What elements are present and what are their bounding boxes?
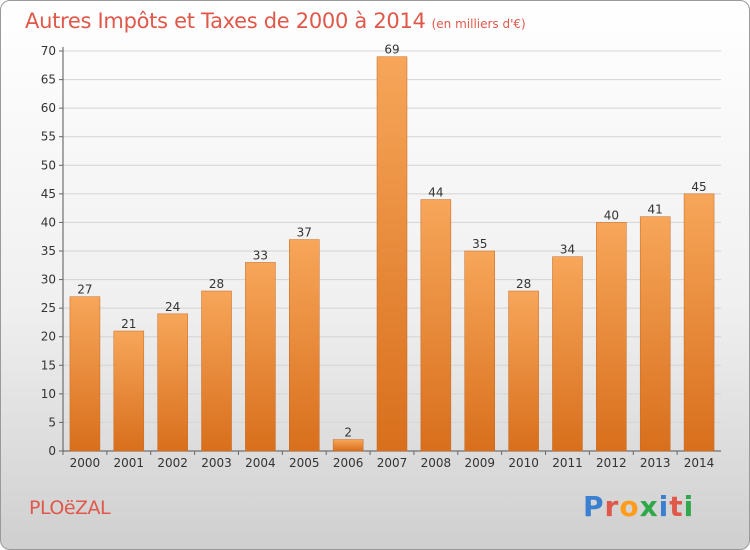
logo-letter: x	[639, 490, 659, 523]
y-tick-label: 15	[41, 358, 56, 372]
proxiti-logo[interactable]: Proxiti	[583, 490, 694, 523]
x-tick-label: 2011	[552, 456, 583, 470]
logo-letter: t	[669, 490, 684, 523]
y-tick-label: 55	[41, 130, 56, 144]
bar-2008[interactable]	[420, 199, 452, 452]
data-label: 28	[516, 277, 531, 291]
data-label: 28	[209, 277, 224, 291]
y-tick-label: 50	[41, 158, 56, 172]
x-tick-label: 2013	[640, 456, 671, 470]
data-label: 27	[77, 283, 92, 297]
data-label: 35	[472, 237, 487, 251]
x-tick-label: 2008	[421, 456, 452, 470]
y-tick-label: 35	[41, 244, 56, 258]
bar-2006[interactable]	[332, 439, 364, 452]
x-tick-label: 2003	[201, 456, 232, 470]
y-tick-label: 40	[41, 215, 56, 229]
bar-2001[interactable]	[113, 330, 145, 452]
x-tick-label: 2010	[508, 456, 539, 470]
data-label: 44	[428, 186, 443, 200]
data-labels: 27 21 24 28 33 37 2 69 44 35 28 34 40 41 45	[77, 43, 706, 440]
x-tick-label: 2012	[596, 456, 627, 470]
y-tick-label: 30	[41, 273, 56, 287]
y-tick-label: 10	[41, 387, 56, 401]
logo-letter: P	[583, 490, 605, 523]
y-tick-label: 60	[41, 101, 56, 115]
bar-2013[interactable]	[639, 216, 671, 452]
y-tick-label: 20	[41, 330, 56, 344]
y-tick-label: 65	[41, 73, 56, 87]
bar-2012[interactable]	[596, 222, 627, 452]
y-tick-label: 5	[48, 415, 56, 429]
chart-title-main: Autres Impôts et Taxes de 2000 à 2014	[25, 9, 426, 33]
data-label: 41	[648, 203, 663, 217]
x-tick-label: 2002	[157, 456, 188, 470]
x-tick-labels: 2000 2001 2002 2003 2004 2005 2006 2007 2008 2009…	[62, 451, 715, 470]
data-label: 69	[384, 43, 399, 57]
bar-2009[interactable]	[464, 250, 495, 452]
bar-2002[interactable]	[157, 313, 188, 452]
x-tick-label: 2014	[684, 456, 715, 470]
chart-title-unit: (en milliers d'€)	[431, 17, 526, 31]
x-tick-label: 2005	[289, 456, 320, 470]
bar-2011[interactable]	[552, 256, 583, 452]
x-tick-label: 2001	[114, 456, 145, 470]
y-tick-labels: 0 5 10 15 20 25 30 35 40 45 50 55 60 65 70	[41, 44, 63, 458]
y-tick-label: 25	[41, 301, 56, 315]
x-tick-label: 2009	[464, 456, 495, 470]
x-tick-label: 2006	[333, 456, 364, 470]
logo-letter: i	[658, 490, 670, 523]
bar-2007[interactable]	[376, 56, 408, 452]
data-label: 45	[691, 180, 706, 194]
x-tick-label: 2000	[70, 456, 101, 470]
data-label: 34	[560, 243, 575, 257]
bar-2000[interactable]	[69, 296, 101, 452]
logo-letter: r	[604, 490, 620, 523]
y-tick-label: 0	[48, 444, 56, 458]
data-label: 2	[344, 426, 352, 440]
data-label: 33	[253, 248, 268, 262]
data-label: 37	[297, 226, 312, 240]
bar-2014[interactable]	[683, 193, 715, 452]
data-label: 21	[121, 317, 136, 331]
logo-letter: i	[683, 490, 695, 523]
y-tick-label: 45	[41, 187, 56, 201]
x-tick-label: 2004	[245, 456, 276, 470]
bar-2010[interactable]	[508, 290, 539, 452]
y-tick-label: 70	[41, 44, 56, 58]
bar-2004[interactable]	[245, 262, 276, 452]
x-tick-label: 2007	[377, 456, 408, 470]
bar-2003[interactable]	[201, 290, 232, 452]
logo-letter: o	[619, 490, 640, 523]
data-label: 40	[604, 208, 619, 222]
chart-title: Autres Impôts et Taxes de 2000 à 2014 (en…	[25, 9, 526, 33]
data-label: 24	[165, 300, 180, 314]
bars	[69, 56, 715, 452]
bar-2005[interactable]	[289, 239, 320, 452]
commune-name: PLOëZAL	[29, 497, 111, 519]
